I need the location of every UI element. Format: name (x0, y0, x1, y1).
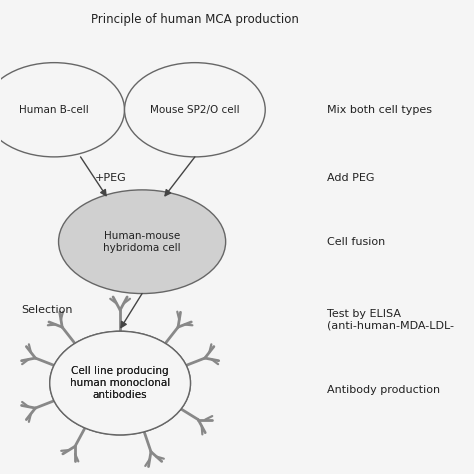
Text: Human B-cell: Human B-cell (19, 105, 89, 115)
Ellipse shape (59, 190, 226, 293)
Text: Test by ELISA
(anti-human-MDA-LDL-: Test by ELISA (anti-human-MDA-LDL- (327, 309, 454, 330)
Ellipse shape (50, 331, 191, 435)
Text: Cell line producing
human monoclonal
antibodies: Cell line producing human monoclonal ant… (70, 366, 170, 400)
Text: Cell line producing
human monoclonal
antibodies: Cell line producing human monoclonal ant… (70, 366, 170, 400)
Text: Antibody production: Antibody production (327, 385, 440, 395)
Text: Selection: Selection (21, 305, 73, 315)
Text: Mix both cell types: Mix both cell types (327, 105, 432, 115)
Text: Human-mouse
hybridoma cell: Human-mouse hybridoma cell (103, 231, 181, 253)
Text: Mouse SP2/O cell: Mouse SP2/O cell (150, 105, 240, 115)
Ellipse shape (0, 63, 125, 157)
Ellipse shape (50, 331, 191, 435)
Text: Add PEG: Add PEG (327, 173, 374, 183)
Text: +PEG: +PEG (95, 173, 127, 183)
Ellipse shape (125, 63, 265, 157)
Text: Cell fusion: Cell fusion (327, 237, 385, 246)
Text: Principle of human MCA production: Principle of human MCA production (91, 13, 299, 26)
